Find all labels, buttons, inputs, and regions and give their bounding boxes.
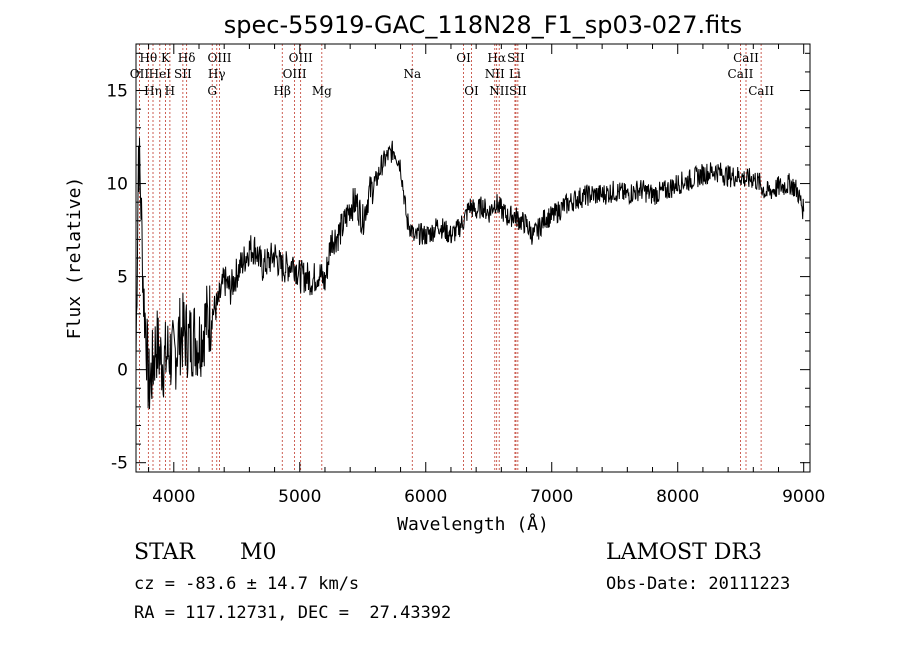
spectrum-series-line [135, 137, 805, 410]
x-tick-label: 8000 [656, 487, 699, 507]
y-tick-label: 5 [117, 268, 128, 288]
x-tick-label: 4000 [152, 487, 195, 507]
y-tick-label: 15 [106, 82, 128, 102]
y-tick-label: 10 [106, 175, 128, 195]
spectral-line-label: CaII [733, 51, 759, 65]
object-subclass: M0 [240, 540, 277, 565]
coordinates: RA = 117.12731, DEC = 27.43392 [134, 603, 452, 623]
spectral-line-label: K [161, 51, 171, 65]
spectral-line-label: OI [456, 51, 471, 65]
plot-frame [135, 43, 811, 473]
spectral-line-label: Hβ [274, 84, 291, 98]
spectral-line-label: Hα [487, 51, 506, 65]
y-tick-label: -5 [111, 454, 128, 474]
survey-name: LAMOST DR3 [606, 540, 762, 565]
x-axis-label: Wavelength (Å) [397, 513, 549, 535]
spectral-line-label: HeI [149, 67, 172, 81]
spectral-line-label: SII [174, 67, 192, 81]
spectral-line-label: CaII [748, 84, 774, 98]
x-tick-label: 7000 [530, 487, 573, 507]
spectral-line-label: Hδ [178, 51, 196, 65]
spectral-line-label: G [207, 84, 217, 98]
spectral-line-label: SII [507, 51, 525, 65]
y-tick-label: 0 [117, 361, 128, 381]
x-tick-label: 6000 [404, 487, 447, 507]
spectral-line-label: Mg [312, 84, 332, 98]
x-tick-label: 9000 [782, 487, 825, 507]
spectral-line-label: SII [509, 84, 527, 98]
spectral-line-label: H [165, 84, 175, 98]
spectral-line-label: NII [489, 84, 509, 98]
spectral-line-label: Hγ [208, 67, 226, 81]
chart-title: spec-55919-GAC_118N28_F1_sp03-027.fits [224, 11, 742, 39]
obs-date: Obs-Date: 20111223 [606, 574, 791, 594]
object-class: STAR [134, 540, 195, 565]
x-tick-label: 5000 [278, 487, 321, 507]
spectral-line-label: OIII [207, 51, 231, 65]
spectral-line-label: OIII [289, 51, 313, 65]
spectral-line-label: Na [403, 67, 421, 81]
spectral-line-label: OI [464, 84, 479, 98]
spectral-line-label: Hη [144, 84, 162, 98]
spectral-line-label: Li [509, 67, 521, 81]
spectral-line-label: OIII [283, 67, 307, 81]
redshift-value: cz = -83.6 ± 14.7 km/s [134, 574, 360, 594]
spectral-line-label: OII [130, 67, 150, 81]
y-axis-label: Flux (relative) [64, 177, 85, 340]
spectral-line-label: CaII [728, 67, 754, 81]
spectral-line-label: NII [485, 67, 505, 81]
spectral-line-label: Hθ [139, 51, 157, 65]
